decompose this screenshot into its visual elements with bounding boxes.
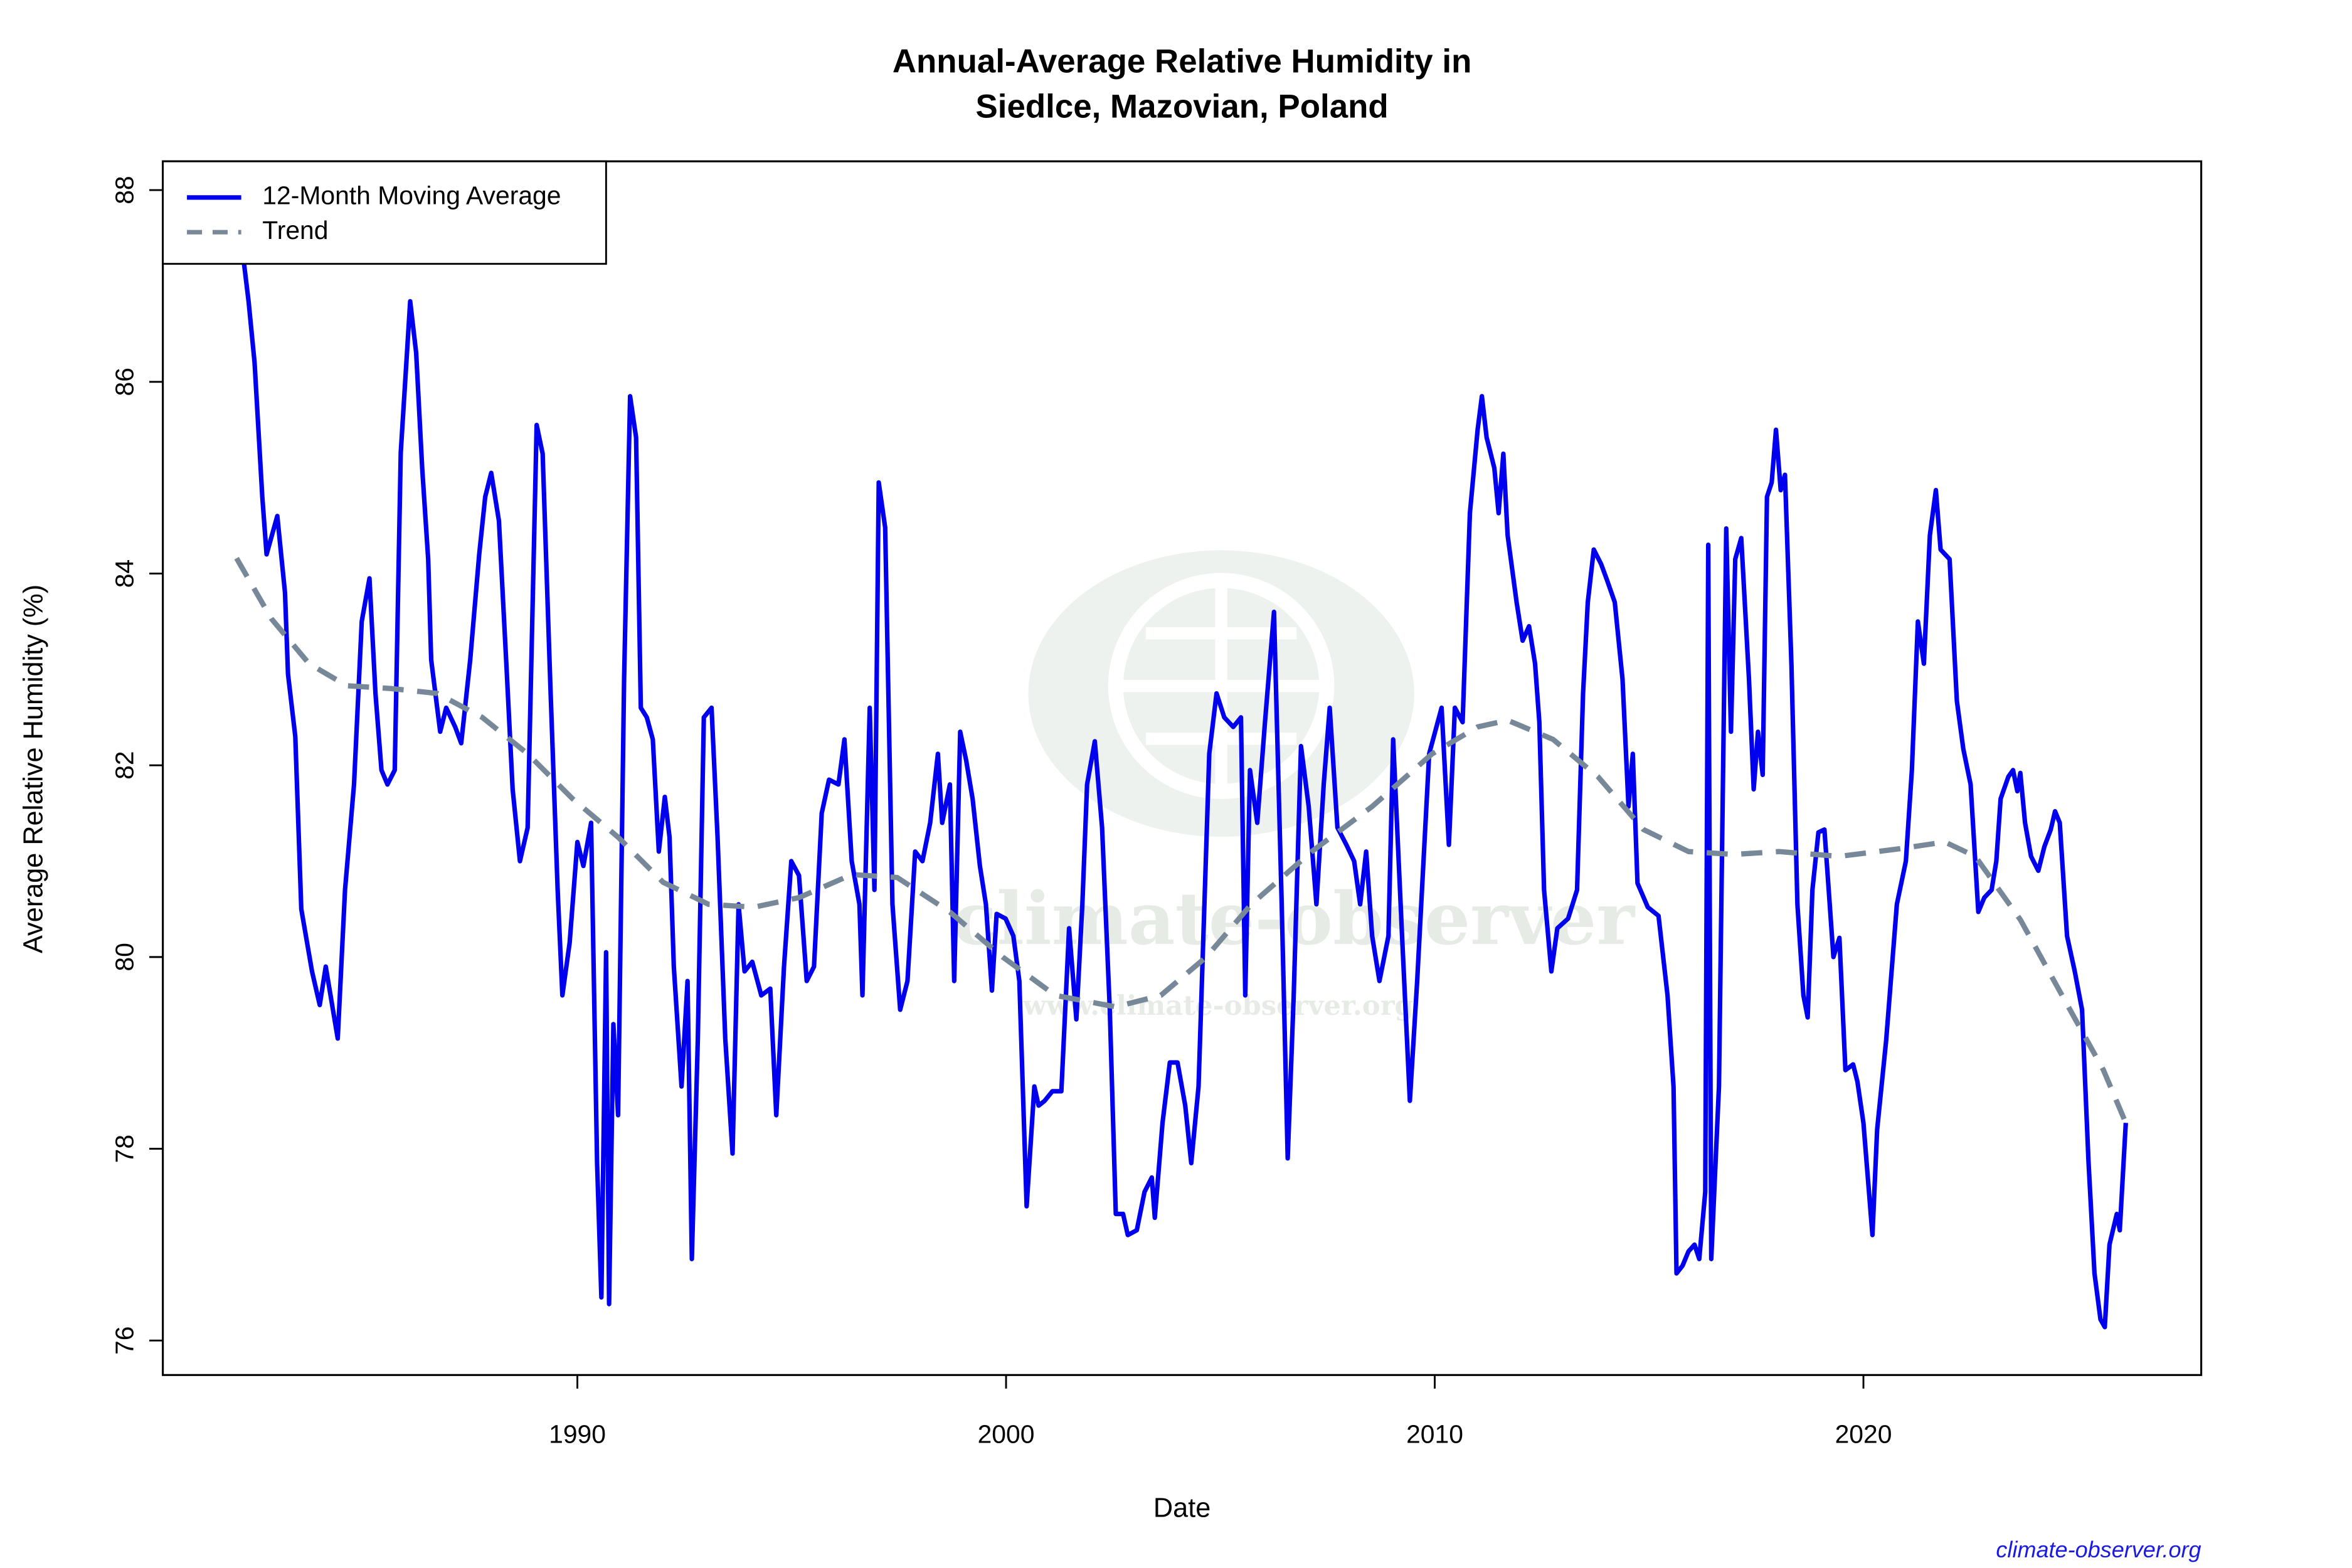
y-axis-label: Average Relative Humidity (%): [18, 585, 48, 953]
watermark-url: www.climate-observer.org: [1022, 990, 1414, 1022]
x-tick-label: 2000: [978, 1419, 1035, 1448]
y-tick-label: 84: [110, 559, 139, 588]
legend-box: [162, 160, 607, 265]
x-tick-label: 1990: [549, 1419, 606, 1448]
legend-label: 12-Month Moving Average: [262, 181, 561, 210]
legend: 12-Month Moving Average Trend: [162, 160, 607, 265]
chart-title: Siedlce, Mazovian, Poland: [976, 88, 1389, 125]
series-line: [239, 240, 2128, 1330]
y-tick-label: 82: [110, 751, 139, 779]
x-axis-label: Date: [1153, 1493, 1210, 1523]
y-tick-label: 80: [110, 943, 139, 971]
series-line: [234, 556, 2129, 1124]
legend-label: Trend: [262, 216, 328, 245]
plot-frame: [162, 160, 2203, 1376]
x-tick-label: 2010: [1406, 1419, 1463, 1448]
source-credit: climate-observer.org: [1996, 1537, 2201, 1562]
watermark-globe-lines: [1115, 580, 1327, 792]
y-tick-label: 86: [110, 368, 139, 396]
y-tick-label: 88: [110, 176, 139, 204]
y-tick-label: 78: [110, 1135, 139, 1163]
x-tick-label: 2020: [1835, 1419, 1892, 1448]
y-tick-label: 76: [110, 1327, 139, 1355]
chart-title: Annual-Average Relative Humidity in: [893, 43, 1472, 80]
